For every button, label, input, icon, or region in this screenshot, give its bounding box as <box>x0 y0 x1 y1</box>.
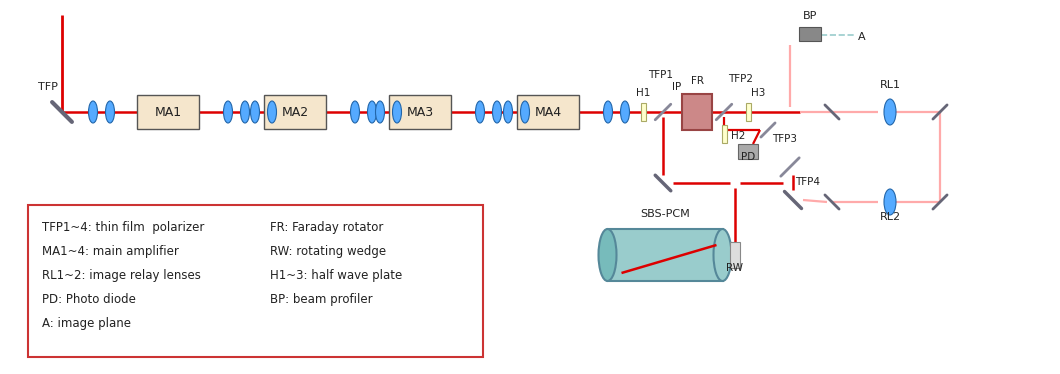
Bar <box>264 95 326 129</box>
Text: PD: PD <box>741 152 755 162</box>
Text: SBS-PCM: SBS-PCM <box>640 209 690 219</box>
Bar <box>682 94 712 130</box>
Bar <box>745 103 750 121</box>
Ellipse shape <box>224 101 232 123</box>
Text: H3: H3 <box>750 88 765 98</box>
Ellipse shape <box>375 101 385 123</box>
Ellipse shape <box>88 101 98 123</box>
Text: BP: beam profiler: BP: beam profiler <box>270 293 373 306</box>
Bar <box>722 125 726 143</box>
Text: RL2: RL2 <box>880 212 901 222</box>
Bar <box>137 95 199 129</box>
Text: IP: IP <box>672 82 682 92</box>
Bar <box>640 103 646 121</box>
Ellipse shape <box>493 101 501 123</box>
Text: H1: H1 <box>636 88 650 98</box>
Ellipse shape <box>351 101 359 123</box>
Text: RW: RW <box>726 263 743 273</box>
Ellipse shape <box>520 101 530 123</box>
Ellipse shape <box>241 101 249 123</box>
Text: FR: Faraday rotator: FR: Faraday rotator <box>270 221 384 234</box>
Bar <box>28 205 483 357</box>
Ellipse shape <box>106 101 114 123</box>
Text: TFP1~4: thin film  polarizer: TFP1~4: thin film polarizer <box>42 221 205 234</box>
Text: TFP3: TFP3 <box>772 134 797 144</box>
Text: MA1: MA1 <box>155 105 181 119</box>
Bar <box>799 27 822 41</box>
Ellipse shape <box>603 101 613 123</box>
Text: H1~3: half wave plate: H1~3: half wave plate <box>270 269 402 282</box>
Text: H2: H2 <box>731 131 745 141</box>
Ellipse shape <box>884 99 896 125</box>
Ellipse shape <box>368 101 376 123</box>
Text: RL1~2: image relay lenses: RL1~2: image relay lenses <box>42 269 201 282</box>
Bar <box>738 144 758 159</box>
Text: TFP4: TFP4 <box>795 177 820 187</box>
Ellipse shape <box>599 229 617 281</box>
Text: TFP: TFP <box>38 82 58 92</box>
Ellipse shape <box>620 101 630 123</box>
Ellipse shape <box>504 101 512 123</box>
Text: A: A <box>859 32 866 42</box>
Ellipse shape <box>476 101 484 123</box>
Ellipse shape <box>250 101 260 123</box>
Text: TFP2: TFP2 <box>728 74 753 84</box>
Text: RW: rotating wedge: RW: rotating wedge <box>270 245 386 258</box>
Text: MA1~4: main amplifier: MA1~4: main amplifier <box>42 245 179 258</box>
Bar <box>389 95 450 129</box>
Text: A: image plane: A: image plane <box>42 317 131 330</box>
Text: MA3: MA3 <box>406 105 434 119</box>
Text: PD: Photo diode: PD: Photo diode <box>42 293 136 306</box>
Text: TFP1: TFP1 <box>649 70 673 80</box>
Bar <box>517 95 579 129</box>
Ellipse shape <box>713 229 731 281</box>
Text: BP: BP <box>802 11 817 21</box>
Ellipse shape <box>267 101 277 123</box>
Text: MA2: MA2 <box>282 105 308 119</box>
Ellipse shape <box>884 189 896 215</box>
Bar <box>729 242 740 268</box>
Text: RL1: RL1 <box>880 80 901 90</box>
Text: MA4: MA4 <box>534 105 562 119</box>
Ellipse shape <box>392 101 402 123</box>
Text: FR: FR <box>690 76 704 86</box>
Bar <box>607 229 723 281</box>
